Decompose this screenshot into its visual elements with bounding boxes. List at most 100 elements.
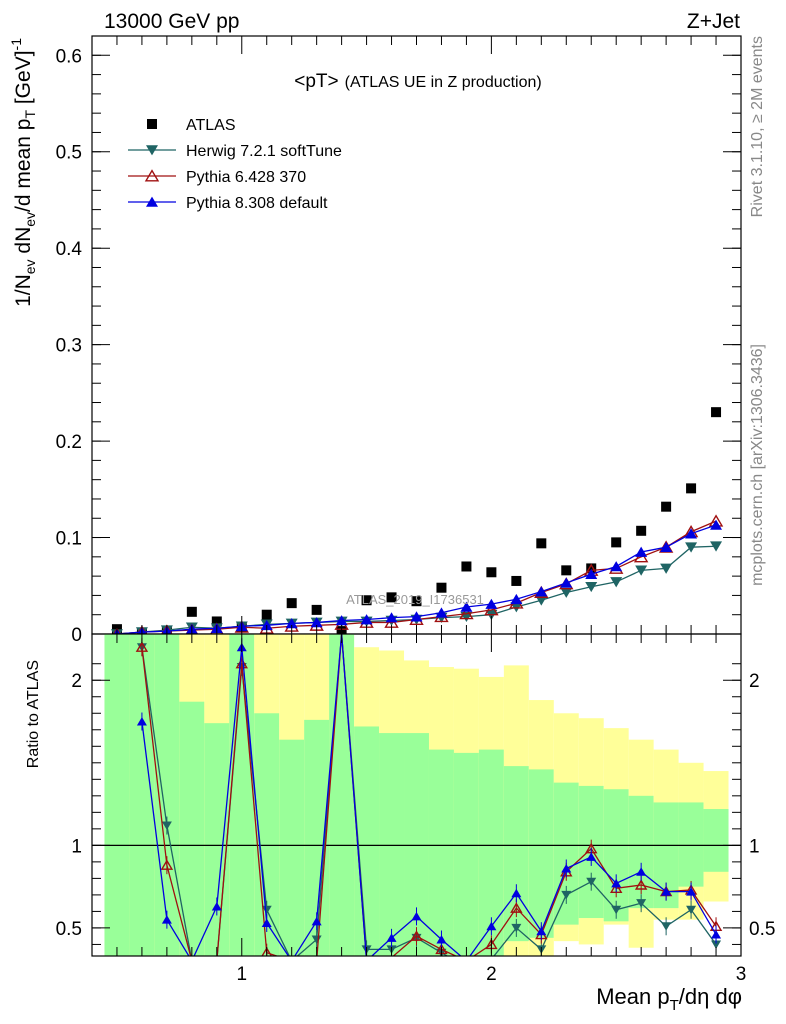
legend: ATLAS Herwig 7.2.1 softTune Pythia 6.428 3… — [128, 117, 342, 212]
green-band-bin — [329, 634, 355, 956]
green-band-bin — [229, 634, 255, 956]
ratio-point-pythia-8-308-default — [611, 878, 622, 888]
main-title-sub: (ATLAS UE in Z production) — [345, 74, 542, 91]
ratio-point-pythia-8-308-default — [261, 918, 272, 927]
green-band-bin — [179, 701, 205, 956]
green-band-bin — [603, 789, 629, 922]
main-point-atlas — [311, 604, 322, 615]
main-point-atlas — [486, 567, 497, 578]
ratio-point-pythia-8-308-default — [411, 911, 422, 921]
main-point-pythia-8-308-default — [510, 593, 523, 605]
ratio-line-pythia-8-308-default — [141, 634, 717, 956]
ratio-point-pythia-6-428-370 — [410, 930, 423, 941]
header-left-label: 13000 GeV pp — [104, 10, 239, 33]
legend-marker — [146, 145, 158, 156]
main-point-pythia-8-308-default — [285, 617, 298, 629]
ratio-point-herwig-7-2-1-softtune — [511, 923, 522, 933]
main-point-pythia-8-308-default — [485, 598, 498, 609]
main-point-herwig-7-2-1-softtune — [635, 565, 648, 576]
ratio-point-pythia-6-428-370 — [510, 902, 523, 913]
ratio-point-herwig-7-2-1-softtune — [636, 899, 647, 908]
ratio-point-herwig-7-2-1-softtune — [686, 905, 697, 915]
green-band-bin — [428, 749, 454, 956]
legend-label: Pythia 8.308 default — [186, 195, 328, 212]
ratio-point-pythia-8-308-default — [136, 717, 147, 726]
main-point-atlas — [536, 538, 547, 549]
ratio-point-herwig-7-2-1-softtune — [611, 905, 622, 915]
main-point-atlas — [436, 582, 447, 593]
main-point-pythia-8-308-default — [435, 607, 448, 618]
main-point-atlas — [361, 595, 372, 606]
main-point-herwig-7-2-1-softtune — [610, 577, 623, 588]
ratio-point-herwig-7-2-1-softtune — [711, 940, 722, 949]
green-band-bin — [678, 802, 704, 887]
main-y-tick-label: 0.2 — [56, 432, 82, 453]
green-band-bin — [129, 634, 155, 956]
ratio-panel: 0.5 0.5 1 1 2 2 1 2 3 — [56, 633, 775, 985]
main-y-tick-label: 0.3 — [56, 336, 82, 357]
main-point-pythia-8-308-default — [710, 519, 723, 530]
x-axis-label: Mean pT/dη dφ — [596, 984, 742, 1014]
main-point-atlas — [261, 609, 272, 620]
main-point-herwig-7-2-1-softtune — [685, 542, 698, 553]
ratio-point-pythia-8-308-default — [711, 930, 722, 939]
ratio-y-tick-label-right: 1 — [749, 836, 760, 857]
green-band-bin — [279, 739, 305, 956]
main-y-tick-label: 0.1 — [56, 529, 82, 550]
main-point-atlas — [711, 407, 722, 418]
ratio-point-pythia-6-428-370 — [135, 641, 149, 652]
ratio-point-pythia-8-308-default — [161, 915, 172, 924]
ratio-bands — [104, 634, 729, 956]
main-point-pythia-6-428-370 — [459, 606, 474, 620]
main-point-pythia-8-308-default — [660, 541, 673, 552]
ratio-y-tick-label-right: 2 — [749, 671, 760, 692]
main-point-pythia-8-308-default — [460, 601, 473, 612]
ratio-point-pythia-6-428-370 — [160, 859, 174, 870]
green-band-bin — [453, 752, 479, 956]
legend-label: Pythia 6.428 370 — [186, 169, 306, 186]
main-point-atlas — [636, 525, 647, 536]
main-point-pythia-8-308-default — [610, 561, 623, 572]
ratio-point-pythia-8-308-default — [386, 933, 397, 942]
green-band-bin — [104, 634, 130, 956]
ratio-point-pythia-6-428-370 — [261, 946, 273, 956]
main-point-atlas — [186, 606, 197, 617]
main-point-pythia-8-308-default — [360, 614, 373, 625]
ratio-y-tick-label: 1 — [71, 836, 82, 857]
x-tick-label: 2 — [486, 964, 497, 985]
main-panel: 0 0.1 0.2 0.3 0.4 0.5 0.6 ATLAS Herwig 7.2.1 sof… — [56, 35, 742, 646]
ratio-line-pythia-6-428-370 — [141, 634, 717, 956]
legend-marker — [144, 169, 160, 182]
x-tick-label: 3 — [736, 964, 747, 985]
ratio-point-pythia-8-308-default — [686, 887, 697, 896]
ratio-y-tick-label: 2 — [71, 671, 82, 692]
ratio-point-herwig-7-2-1-softtune — [261, 905, 272, 915]
main-point-pythia-8-308-default — [560, 577, 573, 588]
ratio-point-pythia-8-308-default — [486, 921, 497, 931]
main-point-pythia-6-428-370 — [484, 603, 499, 616]
main-point-atlas — [461, 561, 472, 572]
ratio-point-herwig-7-2-1-softtune — [661, 922, 672, 931]
green-band-bin — [703, 809, 729, 872]
main-y-tick-label: 0.6 — [56, 46, 82, 67]
main-point-atlas — [611, 537, 622, 548]
main-point-atlas — [686, 483, 697, 494]
main-point-atlas — [511, 575, 522, 586]
main-point-atlas — [386, 592, 397, 603]
main-point-atlas — [411, 596, 422, 607]
green-band-bin — [154, 634, 180, 956]
ratio-point-pythia-8-308-default — [661, 887, 672, 896]
ratio-y-tick-label-right: 0.5 — [749, 919, 775, 940]
main-point-pythia-8-308-default — [410, 611, 423, 622]
main-title: <pT> (ATLAS UE in Z production) — [294, 71, 541, 92]
ratio-point-pythia-8-308-default — [436, 934, 447, 944]
ratio-point-pythia-6-428-370 — [235, 657, 248, 669]
green-band-bin — [379, 733, 405, 956]
main-point-pythia-8-308-default — [335, 615, 348, 626]
ratio-point-pythia-8-308-default — [636, 867, 647, 876]
ratio-point-herwig-7-2-1-softtune — [311, 935, 322, 944]
legend-label: ATLAS — [186, 117, 236, 134]
ratio-point-pythia-8-308-default — [536, 926, 547, 936]
main-point-pythia-8-308-default — [385, 612, 398, 623]
